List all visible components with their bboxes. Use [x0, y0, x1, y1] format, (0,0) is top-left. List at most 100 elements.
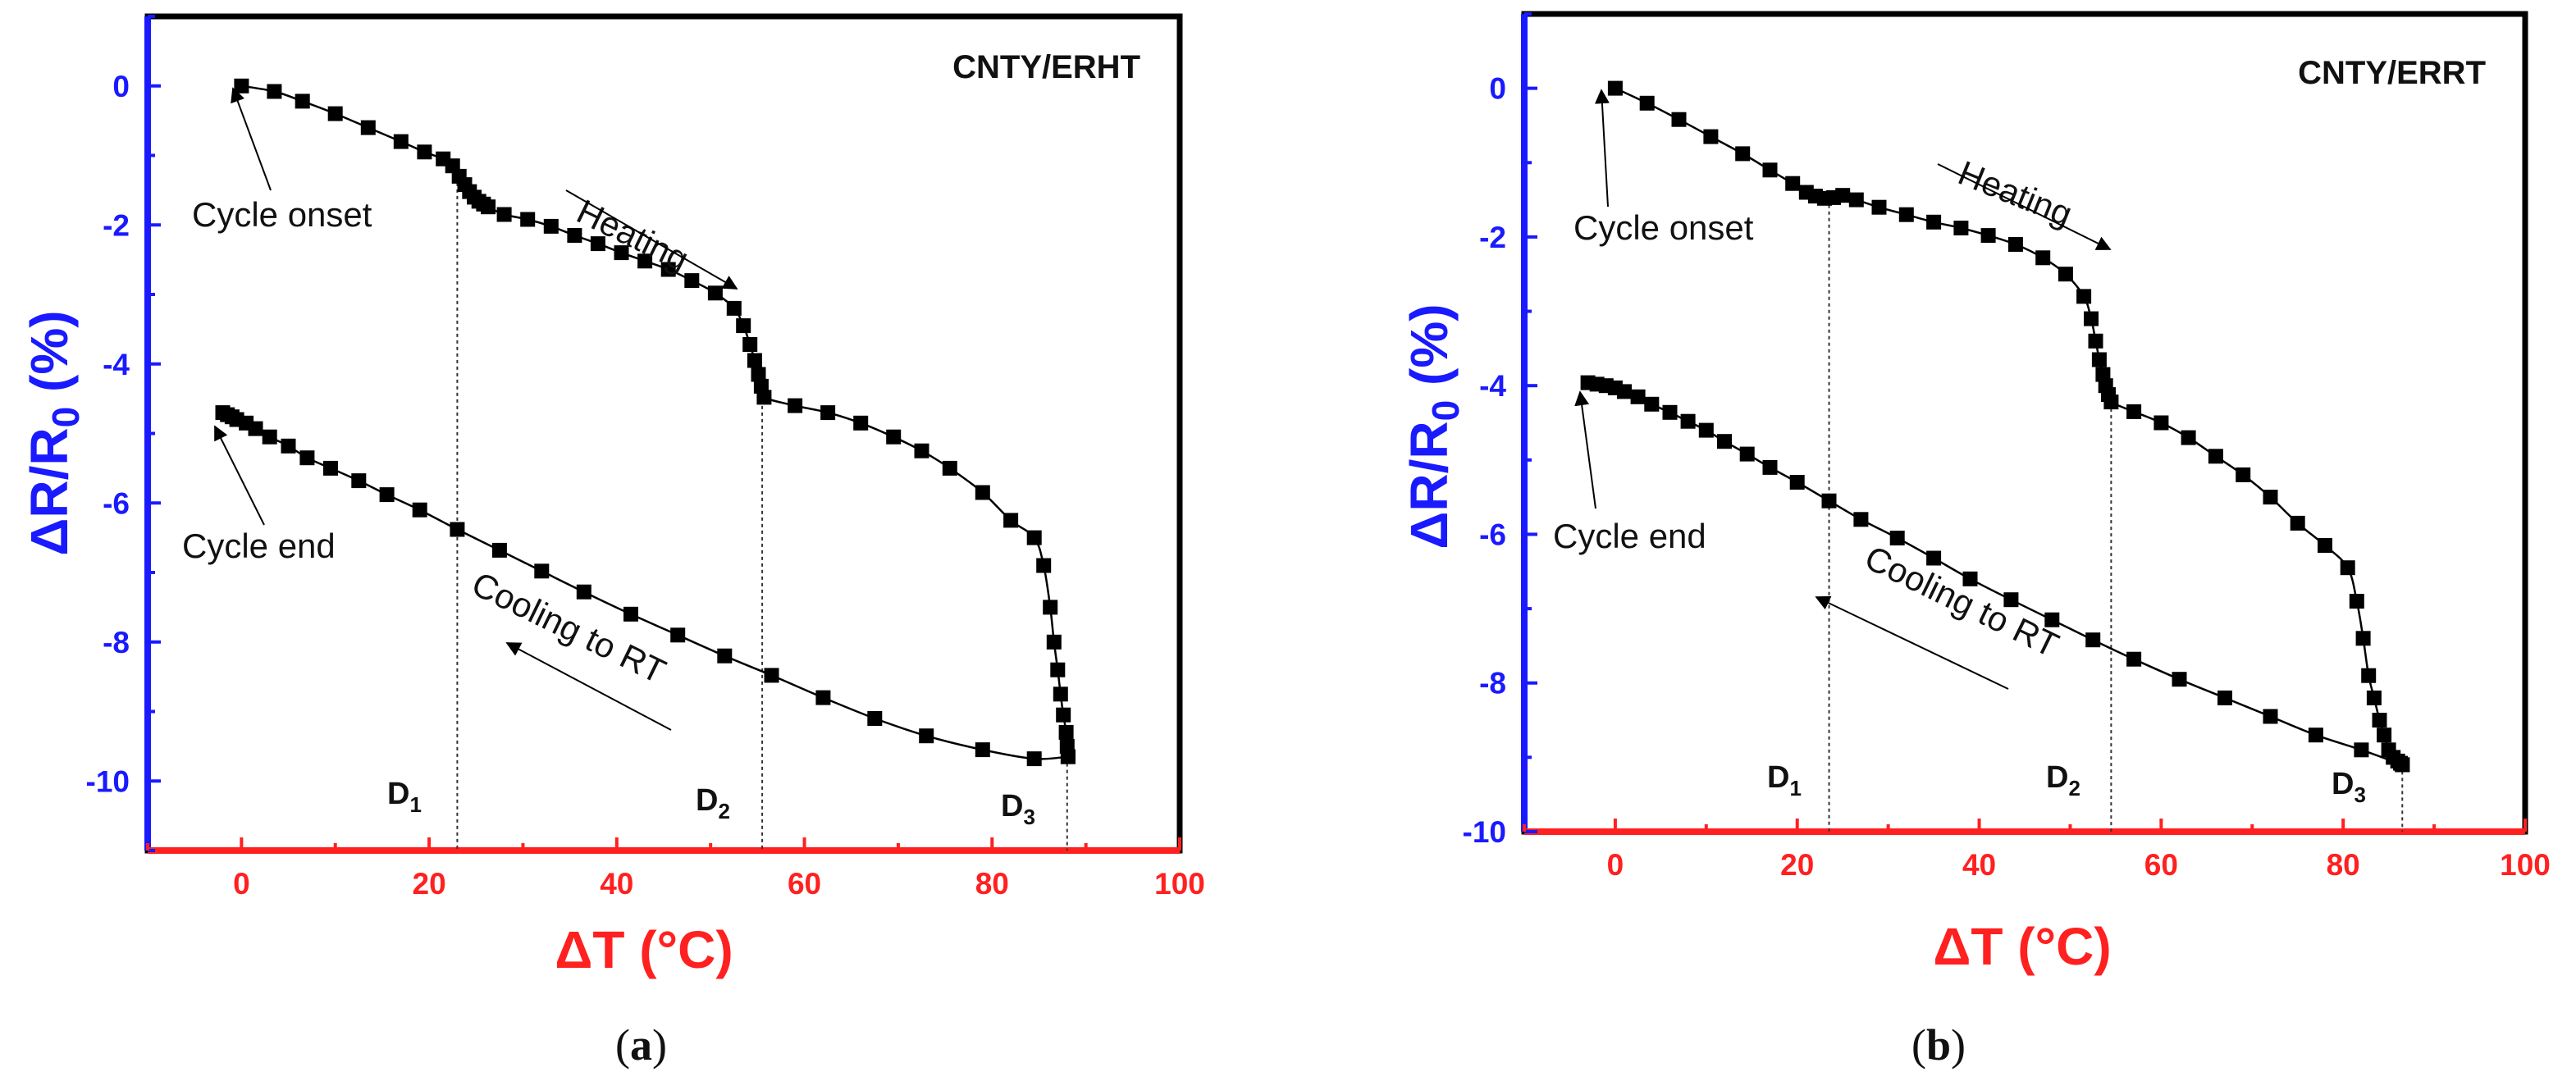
data-markers [215, 78, 1076, 767]
y-tick-label: -8 [103, 626, 130, 659]
data-markers [1580, 80, 2410, 773]
data-point [1630, 389, 1646, 404]
data-point [2318, 538, 2332, 553]
data-point [2088, 333, 2103, 349]
plot-frame [1521, 11, 2528, 835]
data-point [1789, 475, 1805, 490]
annotation-arrow-cooling [505, 642, 672, 731]
data-point [1739, 446, 1755, 462]
x-tick-label: 40 [1962, 848, 1996, 882]
data-point [491, 542, 507, 558]
y-tick-label: -6 [103, 486, 130, 520]
y-tick-label: -10 [86, 764, 130, 798]
data-point [1060, 749, 1076, 764]
data-point [2085, 632, 2101, 648]
data-point [914, 443, 929, 458]
annotation-cooling: Cooling to RT [466, 564, 672, 691]
data-point [684, 273, 700, 289]
data-point [1036, 558, 1052, 573]
d3-label: D3 [2332, 767, 2366, 807]
data-point [942, 460, 957, 476]
data-point [2044, 612, 2060, 627]
data-point [2058, 267, 2073, 282]
x-axis-label: ΔT (°C) [1933, 917, 2111, 976]
data-point [1058, 724, 1074, 740]
data-point [1889, 531, 1905, 545]
data-point [1662, 404, 1678, 420]
cooling-curve [1587, 381, 2403, 766]
data-point [637, 253, 653, 269]
data-point [1962, 571, 1978, 586]
data-point [481, 199, 496, 215]
data-point [234, 78, 249, 94]
data-point [1785, 176, 1801, 191]
data-point [2208, 449, 2223, 464]
x-axis-label: ΔT (°C) [555, 920, 733, 979]
data-point [1698, 422, 1714, 438]
data-point [1980, 228, 1996, 244]
data-point [2172, 672, 2187, 687]
data-point [614, 245, 629, 261]
chart-panel-b: 0 -2 -4 -6 -8 -10 0 20 40 60 80 100 CNTY/ERRT ΔR/R… [1400, 11, 2551, 1070]
d1-label: D1 [387, 777, 422, 817]
data-point [1607, 80, 1623, 96]
x-tick-label: 100 [1154, 867, 1205, 901]
data-point [1671, 112, 1687, 127]
data-point [2103, 395, 2119, 410]
data-point [747, 353, 762, 368]
data-point [1046, 634, 1062, 650]
annotation-cycle-onset: Cycle onset [192, 195, 372, 234]
d3-label: D3 [1001, 789, 1035, 829]
data-point [886, 429, 902, 445]
y-tick-label: 0 [112, 70, 130, 103]
data-point [2181, 430, 2196, 445]
y-axis-label: ΔR/R0 (%) [1400, 303, 1467, 549]
data-point [299, 450, 315, 466]
data-point [815, 690, 831, 705]
y-ticks: 0 -2 -4 -6 -8 -10 [86, 15, 161, 852]
x-tick-label: 0 [233, 867, 250, 901]
data-point [742, 337, 758, 352]
y-tick-label: -6 [1479, 518, 1506, 551]
annotation-arrow-heating [565, 189, 738, 290]
d-labels: D1 D2 D3 [387, 777, 1035, 829]
data-point [295, 94, 310, 109]
y-tick-label: -2 [1479, 221, 1506, 254]
data-point [2372, 713, 2387, 728]
annotation-arrow-onset [231, 87, 272, 191]
x-tick-label: 20 [413, 867, 446, 901]
annotation-heating: Heating [571, 192, 695, 279]
annotation-cooling: Cooling to RT [1859, 538, 2065, 664]
data-point [853, 415, 869, 431]
data-point [1043, 600, 1058, 615]
data-point [393, 134, 409, 149]
data-point [360, 120, 376, 135]
y-tick-label: 0 [1489, 72, 1506, 106]
data-point [2349, 594, 2364, 609]
x-tick-label: 0 [1607, 848, 1624, 882]
data-point [496, 207, 512, 222]
annotation-arrow-end [214, 425, 265, 526]
data-point [726, 300, 742, 316]
cooling-curve [222, 411, 1068, 760]
x-ticks: 0 20 40 60 80 100 [1523, 819, 2551, 882]
data-point [707, 285, 723, 301]
data-point [1835, 188, 1851, 203]
data-point [717, 648, 733, 664]
x-tick-label: 20 [1780, 848, 1814, 882]
d-guide-lines [456, 176, 1068, 851]
data-point [2217, 690, 2232, 705]
data-point [975, 742, 990, 758]
y-ticks: 0 -2 -4 -6 -8 -10 [1463, 12, 1537, 849]
data-point [2154, 415, 2169, 431]
x-tick-label: 40 [600, 867, 633, 901]
data-point [2361, 668, 2377, 683]
data-point [1735, 146, 1751, 162]
y-tick-label: -10 [1463, 815, 1506, 849]
data-point [590, 236, 605, 252]
data-point [2395, 757, 2410, 773]
data-point [2263, 490, 2278, 505]
data-point [1898, 207, 1914, 222]
data-point [1853, 512, 1869, 527]
